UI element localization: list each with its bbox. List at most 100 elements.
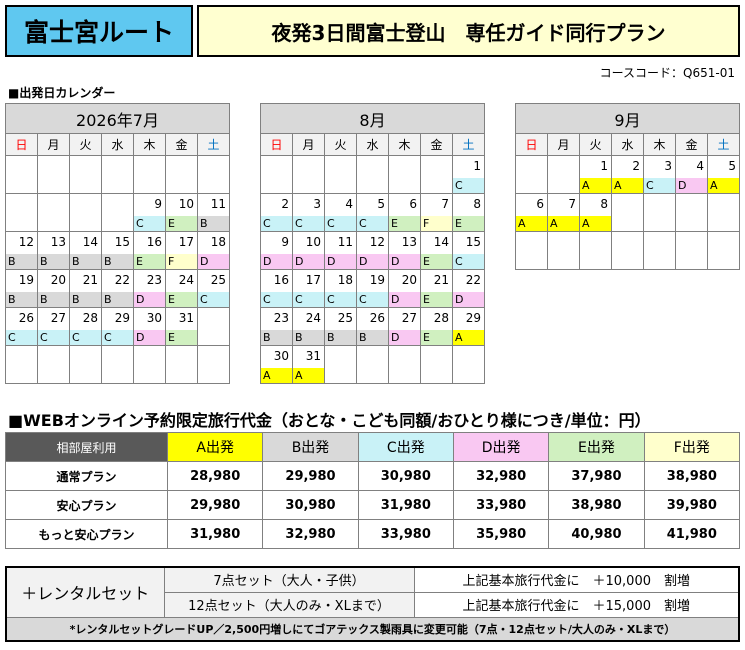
calendar-day-cell: 11 D: [324, 231, 357, 270]
weekday-header: 日: [515, 133, 548, 156]
day-number: 28: [82, 311, 98, 325]
calendar-day-cell: 27 D: [388, 307, 421, 346]
calendar-month-title: 2026年7月: [5, 103, 230, 134]
calendar-day-cell: 15 C: [452, 231, 485, 270]
day-number: 9: [154, 197, 162, 211]
day-number: 21: [433, 273, 449, 287]
calendar-day-cell: [324, 155, 357, 194]
price-row: もっと安心プラン 31,980 32,980 33,980 35,980 40,980 41…: [5, 519, 741, 549]
departure-column-header: C出発: [357, 432, 454, 462]
calendar-day-cell: 13 B: [37, 231, 70, 270]
day-number: 15: [114, 235, 130, 249]
calendar-day-cell: 21 E: [420, 269, 453, 308]
day-number: 1: [473, 159, 481, 173]
departure-grade: C: [325, 216, 356, 231]
day-number: 2: [632, 159, 640, 173]
price-cell: 28,980: [166, 461, 264, 491]
calendar-day-cell: [707, 193, 740, 232]
day-number: 22: [465, 273, 481, 287]
day-number: 25: [337, 311, 353, 325]
calendar-day-cell: [101, 193, 134, 232]
departure-grade: C: [644, 178, 675, 193]
departure-grade: A: [548, 216, 579, 231]
departure-grade: B: [38, 292, 69, 307]
calendar-day-cell: [69, 345, 102, 384]
calendar-july: 2026年7月日月火水木金土 9 C 10 E 11 B 12 B 13 B 14 B 15 B 16 E 17 F…: [5, 103, 230, 384]
day-number: 31: [178, 311, 194, 325]
weekday-header: 月: [292, 133, 325, 156]
departure-grade: C: [293, 216, 324, 231]
departure-column-header: A出発: [166, 432, 264, 462]
calendar-day-cell: [165, 155, 198, 194]
price-cell: 35,980: [452, 519, 550, 549]
departure-grade: D: [389, 254, 420, 269]
day-number: 3: [313, 197, 321, 211]
departure-grade: B: [70, 292, 101, 307]
calendar-day-cell: 24 E: [165, 269, 198, 308]
calendar-day-cell: [579, 231, 612, 270]
departure-grade: D: [357, 254, 388, 269]
day-number: 27: [401, 311, 417, 325]
route-title: 富士宮ルート: [5, 5, 193, 57]
departure-grade: E: [134, 254, 165, 269]
departure-grade: D: [389, 292, 420, 307]
calendar-day-cell: 30 A: [260, 345, 293, 384]
calendar-day-cell: [643, 231, 676, 270]
departure-grade: B: [357, 330, 388, 345]
calendar-day-cell: 20 B: [37, 269, 70, 308]
departure-grade: C: [6, 330, 37, 345]
plan-label: もっと安心プラン: [5, 519, 168, 549]
calendar-day-cell: [165, 345, 198, 384]
day-number: 13: [401, 235, 417, 249]
departure-grade: B: [261, 330, 292, 345]
departure-grade: E: [453, 216, 484, 231]
calendar-day-cell: 25 C: [197, 269, 230, 308]
departure-grade: A: [293, 368, 324, 383]
day-number: 4: [696, 159, 704, 173]
calendar-day-cell: 28 E: [420, 307, 453, 346]
calendar-day-cell: [37, 345, 70, 384]
price-cell: 40,980: [548, 519, 645, 549]
day-number: 15: [465, 235, 481, 249]
calendar-day-cell: 22 D: [452, 269, 485, 308]
weekday-header: 月: [37, 133, 70, 156]
day-number: 17: [305, 273, 321, 287]
calendar-day-cell: 11 B: [197, 193, 230, 232]
weekday-header: 木: [643, 133, 676, 156]
price-cell: 33,980: [357, 519, 454, 549]
departure-grade: D: [325, 254, 356, 269]
departure-grade: E: [421, 254, 452, 269]
departure-grade: C: [453, 254, 484, 269]
weekday-header: 月: [547, 133, 580, 156]
day-number: 24: [305, 311, 321, 325]
day-number: 18: [337, 273, 353, 287]
calendar-day-cell: 31 E: [165, 307, 198, 346]
weekday-header: 火: [324, 133, 357, 156]
day-number: 23: [273, 311, 289, 325]
departure-grade: C: [70, 330, 101, 345]
departure-grade: D: [134, 330, 165, 345]
plan-title: 夜発3日間富士登山 専任ガイド同行プラン: [197, 5, 740, 57]
weekday-header: 木: [388, 133, 421, 156]
departure-grade: B: [6, 254, 37, 269]
departure-grade: A: [580, 178, 611, 193]
day-number: 8: [600, 197, 608, 211]
day-number: 20: [50, 273, 66, 287]
departure-grade: B: [293, 330, 324, 345]
day-number: 22: [114, 273, 130, 287]
rental-note: *レンタルセットグレードUP／2,500円増しにてゴアテックス製雨具に変更可能（…: [5, 616, 740, 642]
weekday-header: 日: [5, 133, 38, 156]
weekday-header: 水: [101, 133, 134, 156]
plan-label: 安心プラン: [5, 490, 168, 520]
weekday-header: 火: [579, 133, 612, 156]
price-cell: 38,980: [643, 461, 741, 491]
price-table: 相部屋利用 A出発 B出発 C出発 D出発 E出発 F出発 通常プラン 28,980 29,980…: [5, 432, 741, 549]
day-number: 24: [178, 273, 194, 287]
calendar-day-cell: 16 E: [133, 231, 166, 270]
